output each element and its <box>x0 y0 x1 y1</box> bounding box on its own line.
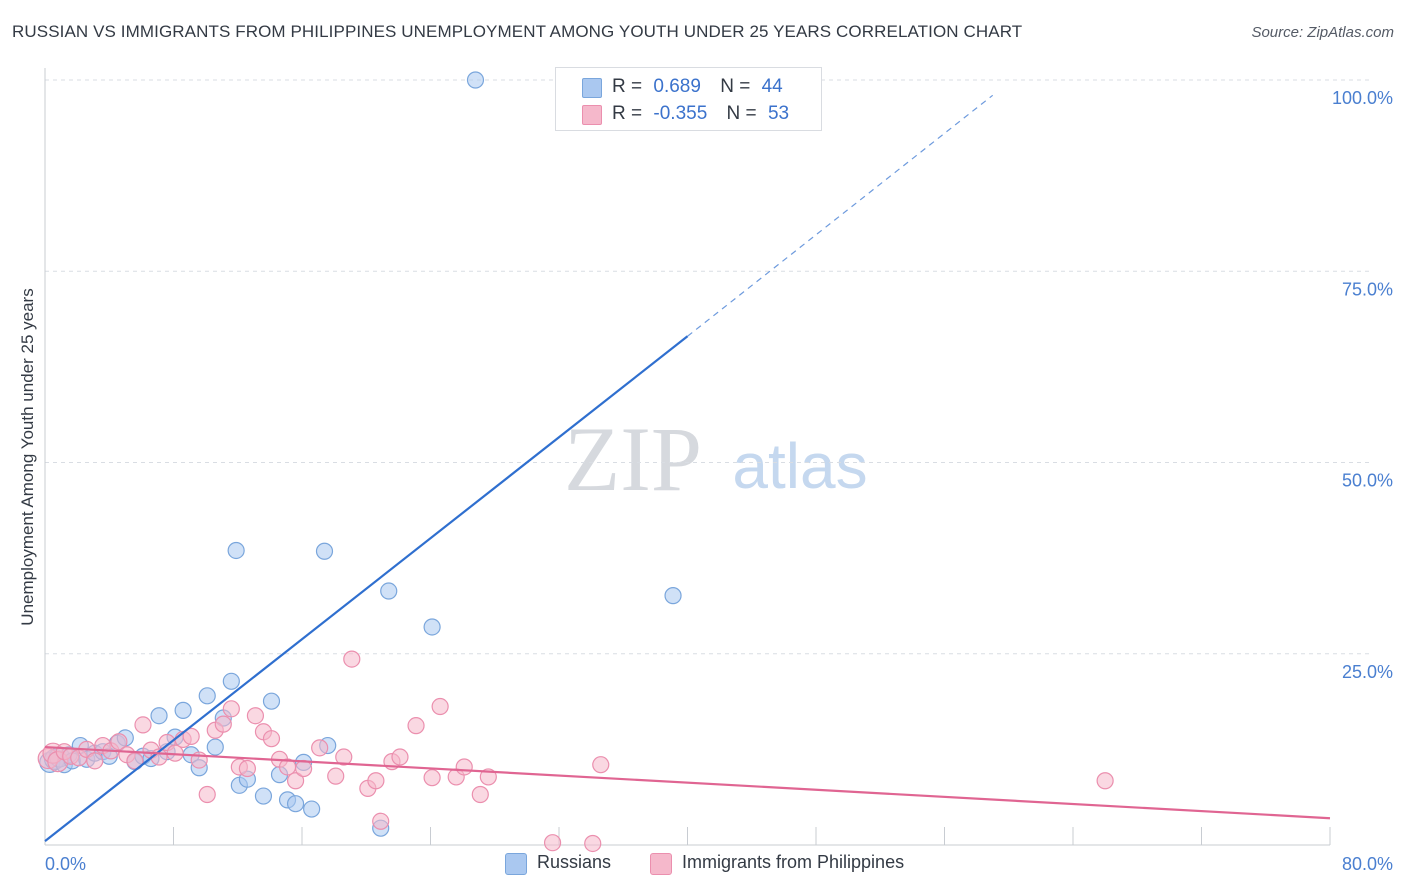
russians-point <box>303 800 321 818</box>
bottom-legend-label-russians: Russians <box>537 852 612 872</box>
philippines-point <box>214 715 232 733</box>
philippines-point <box>335 748 353 766</box>
philippines-point <box>286 772 305 790</box>
watermark-atlas: atlas <box>732 430 867 502</box>
philippines-point <box>584 834 602 853</box>
legend-r-label: R = <box>612 103 643 124</box>
bottom-legend-label-philippines: Immigrants from Philippines <box>682 852 905 872</box>
philippines-point <box>262 730 281 748</box>
russians-point <box>286 795 305 813</box>
philippines-point <box>543 834 562 852</box>
philippines-trend-line <box>44 745 1331 820</box>
grid-lines <box>45 79 1370 655</box>
russians-point <box>150 707 168 725</box>
philippines-point <box>367 772 385 790</box>
y-tick-label: 100.0% <box>1332 88 1393 108</box>
russians-point <box>380 582 398 600</box>
legend-n-value-russians: 44 <box>761 76 783 97</box>
data-points <box>37 71 1114 853</box>
philippines-point <box>222 700 240 718</box>
philippines-point <box>198 785 216 804</box>
x-tick-label-max: 80.0% <box>1342 854 1393 874</box>
bottom-legend-swatch-philippines <box>650 853 672 875</box>
philippines-point <box>407 717 425 735</box>
russians-point <box>262 692 281 710</box>
russians-point <box>222 672 240 690</box>
x-tick-label-min: 0.0% <box>45 854 86 874</box>
russians-point <box>466 71 485 89</box>
y-axis-label: Unemployment Among Youth under 25 years <box>18 288 37 626</box>
philippines-point <box>391 748 409 766</box>
legend-swatch-philippines <box>582 105 602 125</box>
philippines-point <box>327 767 345 785</box>
legend-n-label: N = <box>720 76 751 97</box>
philippines-point <box>592 756 610 774</box>
source-label: Source: ZipAtlas.com <box>1251 24 1394 41</box>
russians-point <box>315 542 334 560</box>
legend: R = 0.689 N = 44 R = -0.355 N = 53 <box>555 67 822 131</box>
russians-point <box>174 701 192 719</box>
tick-labels: 25.0% 50.0% 75.0% 100.0% 0.0% 80.0% <box>45 88 1393 874</box>
philippines-point <box>423 769 441 787</box>
philippines-point <box>471 785 489 804</box>
philippines-point <box>134 716 152 734</box>
russians-point <box>664 587 682 605</box>
philippines-point <box>238 759 256 778</box>
y-tick-label: 50.0% <box>1342 471 1393 491</box>
russians-trend-line <box>44 335 689 843</box>
russians-point <box>206 738 224 756</box>
chart-title: RUSSIAN VS IMMIGRANTS FROM PHILIPPINES U… <box>12 22 1023 41</box>
watermark-zip: ZIP <box>564 408 702 510</box>
legend-swatch-russians <box>582 78 602 98</box>
philippines-point <box>455 758 473 776</box>
legend-r-value-russians: 0.689 <box>653 76 701 97</box>
philippines-point <box>372 812 390 830</box>
y-tick-label: 75.0% <box>1342 279 1393 299</box>
philippines-point <box>1096 772 1114 790</box>
philippines-point <box>431 697 449 716</box>
philippines-point <box>86 752 104 770</box>
trend-lines <box>44 94 1331 843</box>
philippines-point <box>182 727 200 745</box>
russians-point <box>227 541 245 560</box>
philippines-point <box>311 739 329 757</box>
bottom-legend-swatch-russians <box>505 853 527 875</box>
legend-r-label: R = <box>612 76 643 97</box>
legend-n-value-philippines: 53 <box>767 103 790 124</box>
philippines-point <box>295 759 313 778</box>
legend-n-label: N = <box>726 103 757 124</box>
legend-r-value-philippines: -0.355 <box>653 103 708 124</box>
y-tick-label: 25.0% <box>1342 662 1393 682</box>
axes <box>44 68 1331 846</box>
philippines-point <box>110 733 128 751</box>
russians-point <box>254 787 273 805</box>
philippines-point <box>343 650 361 668</box>
russians-trend-extension <box>687 94 994 337</box>
russians-point <box>198 687 216 705</box>
philippines-point <box>246 707 265 725</box>
russians-point <box>423 618 441 636</box>
